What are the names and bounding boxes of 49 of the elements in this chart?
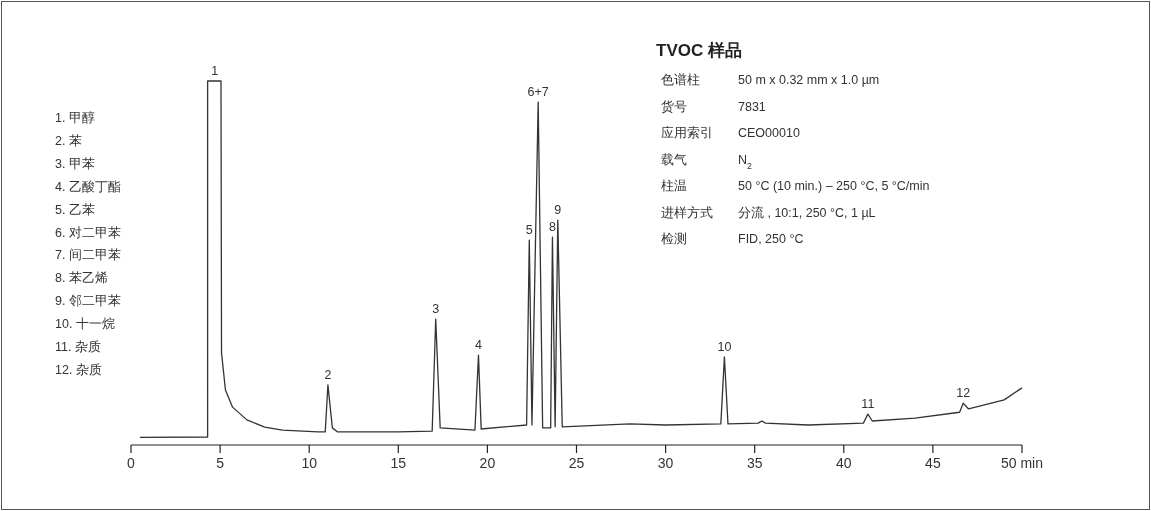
annotation: 8 — [548, 220, 556, 235]
annotation: 1 — [211, 64, 219, 78]
annotation: 进样方式 — [661, 204, 713, 220]
x-tick-label: 45 — [925, 455, 941, 471]
x-tick-label: 10 — [301, 455, 318, 471]
text: 12. 杂质 — [55, 362, 102, 377]
x-tick-label: 25 — [568, 455, 585, 471]
text: 8. 苯乙烯 — [55, 271, 108, 286]
text: 11. 杂质 — [55, 340, 101, 354]
x-tick-label: 50 min — [1000, 455, 1044, 471]
text: 7. 间二甲苯 — [55, 248, 121, 263]
annotation: 6+7 — [527, 85, 549, 100]
annotation: 载气 — [661, 152, 687, 167]
annotation: 50 °C (10 min.) – 250 °C, 5 °C/min — [738, 179, 930, 193]
x-tick-label: 30 — [657, 455, 674, 471]
annotation: 10 — [717, 339, 732, 354]
annotation: FID, 250 °C — [738, 232, 804, 246]
annotation: CEO00010 — [738, 126, 800, 140]
annotation: 检测 — [661, 232, 687, 246]
text: 9. 邻二甲苯 — [55, 294, 121, 309]
annotation: 5 — [525, 223, 533, 238]
annotation: 色谱柱 — [661, 73, 700, 87]
text: 4. 乙酸丁酯 — [55, 179, 121, 194]
annotation: N$_{2}$ — [738, 152, 753, 171]
annotation: 7831 — [738, 99, 766, 114]
text: 5. 乙苯 — [55, 202, 95, 217]
annotation: 4 — [475, 338, 483, 353]
annotation: 9 — [554, 203, 562, 218]
text: 1. 甲醇 — [55, 111, 95, 125]
annotation: 2 — [324, 367, 332, 382]
annotation: 货号 — [661, 99, 687, 114]
x-tick-label: 0 — [127, 455, 136, 471]
annotation: 11 — [861, 397, 875, 412]
text: 3. 甲苯 — [55, 156, 95, 171]
annotation: 50 m x 0.32 mm x 1.0 µm — [738, 73, 880, 87]
annotation: 3 — [432, 302, 440, 317]
x-tick-label: 35 — [746, 455, 763, 471]
x-tick-label: 5 — [216, 455, 225, 471]
annotation: 12 — [956, 386, 971, 401]
x-tick-label: 40 — [836, 455, 852, 471]
annotation: 分流 , 10:1, 250 °C, 1 µL — [738, 204, 876, 220]
x-tick-label: 20 — [479, 455, 496, 471]
annotation: 应用索引 — [661, 125, 713, 140]
annotation: 柱温 — [661, 179, 687, 193]
text: 10. 十一烷 — [55, 317, 115, 332]
text: 6. 对二甲苯 — [55, 225, 121, 240]
x-tick-label: 15 — [390, 455, 407, 471]
chart-title: TVOC 样品 — [656, 41, 742, 60]
text: 2. 苯 — [55, 133, 82, 148]
